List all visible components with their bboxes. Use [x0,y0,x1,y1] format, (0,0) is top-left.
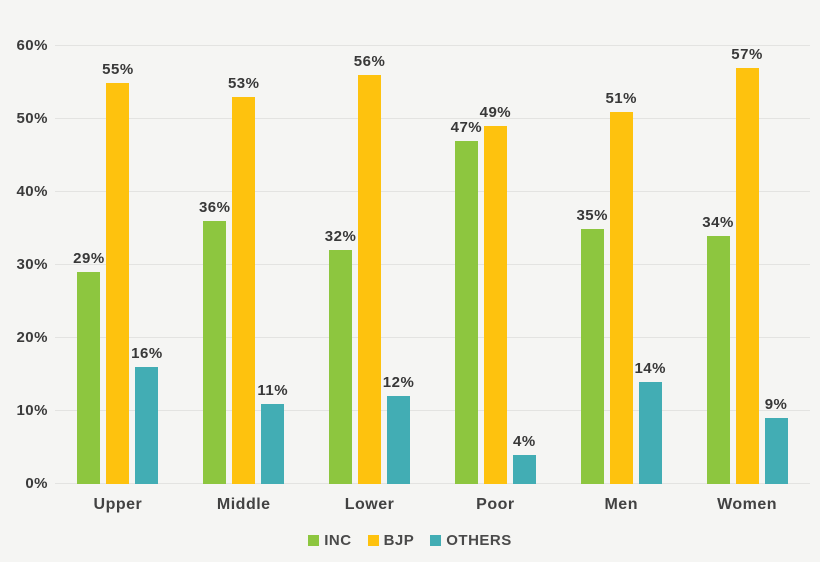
bar-others-poor [512,454,536,484]
legend-item-inc: INC [308,532,351,549]
bar-value-others-poor: 4% [513,432,536,450]
bar-value-others-upper: 16% [131,345,163,363]
gridline-20 [55,337,810,338]
bar-others-lower [387,396,411,484]
bar-slot-others-lower: 12% [383,46,414,484]
bar-inc-poor [454,140,478,484]
bar-value-inc-upper: 29% [73,250,105,268]
bar-slot-bjp-women: 57% [731,46,762,484]
bar-value-bjp-men: 51% [605,89,637,107]
bar-bjp-women [735,67,759,484]
bar-value-others-lower: 12% [382,374,415,392]
bar-bjp-men [609,111,633,484]
bar-slot-inc-women: 34% [702,46,733,484]
bar-value-inc-men: 35% [576,206,608,224]
x-label-lower: Lower [344,496,395,513]
bar-slot-bjp-men: 51% [605,46,636,484]
bar-group-women: 34% 57% 9% [684,46,810,484]
legend-item-bjp: BJP [367,531,415,549]
bar-group-men: 35% 51% 14% [558,46,684,484]
bar-slot-bjp-middle: 53% [228,46,259,484]
y-tick-60-: 60% [16,37,48,54]
gridline-30 [55,264,810,265]
bar-others-men [638,381,662,484]
bar-others-middle [261,403,285,484]
x-axis: Upper Middle Lower Poor Men Women [55,493,810,517]
bar-value-bjp-upper: 55% [102,60,134,78]
legend: INC BJP OTHERS [0,527,820,553]
bar-slot-inc-men: 35% [576,46,607,484]
bar-inc-men [580,228,604,484]
gridline-50 [55,118,810,119]
x-label-upper: Upper [93,496,143,513]
y-axis: 0% 10% 20% 30% 40% 50% 60% [0,0,48,562]
bar-bjp-upper [106,82,130,484]
bar-group-upper: 29% 55% 16% [55,46,181,484]
bar-bjp-middle [232,97,256,484]
bar-slot-inc-poor: 47% [451,46,482,484]
x-label-men: Men [604,496,638,513]
bar-value-bjp-middle: 53% [227,75,260,93]
bar-group-poor: 47% 49% 4% [432,46,558,484]
bar-slot-inc-upper: 29% [73,46,104,484]
bar-bjp-lower [358,75,382,484]
bar-value-inc-middle: 36% [198,199,231,217]
x-label-middle: Middle [216,496,271,513]
bar-slot-others-upper: 16% [131,46,162,484]
gridline-40 [55,191,810,192]
bar-others-women [764,418,788,484]
bar-slot-others-men: 14% [634,46,665,484]
bar-slot-bjp-poor: 49% [480,46,511,484]
gridline-0 [55,483,810,484]
bar-inc-upper [77,272,101,484]
legend-swatch-bjp [367,534,379,546]
bar-value-inc-poor: 47% [450,118,483,136]
y-tick-10-: 10% [16,402,48,419]
bar-slot-bjp-lower: 56% [354,46,385,484]
bar-slot-others-women: 9% [764,46,788,484]
y-tick-40-: 40% [16,183,48,200]
y-tick-30-: 30% [16,256,48,273]
bar-inc-lower [329,250,353,484]
legend-swatch-others [430,534,442,546]
bar-others-upper [135,367,159,484]
legend-label-bjp: BJP [383,531,415,549]
bar-value-inc-lower: 32% [324,228,357,246]
y-tick-0-: 0% [25,475,48,492]
bar-slot-inc-lower: 32% [325,46,356,484]
bar-value-others-women: 9% [764,396,788,414]
legend-item-others: OTHERS [430,532,512,549]
y-tick-20-: 20% [16,329,48,346]
plot-area: 29% 55% 16% 36% 53% 11% 32% 56% 12% 47% 49% 4% 35% 51… [55,45,810,484]
bar-value-others-men: 14% [634,359,666,377]
bar-groups: 29% 55% 16% 36% 53% 11% 32% 56% 12% 47% 49% 4% 35% 51… [55,46,810,484]
bar-slot-others-poor: 4% [512,46,536,484]
x-label-poor: Poor [476,496,515,513]
legend-label-inc: INC [324,531,352,549]
bar-slot-bjp-upper: 55% [102,46,133,484]
bar-value-bjp-women: 57% [731,45,763,63]
bar-inc-middle [203,221,227,484]
bar-value-others-middle: 11% [257,381,289,399]
bar-inc-women [706,235,730,484]
legend-swatch-inc [308,534,320,546]
bar-bjp-poor [483,126,507,484]
bar-group-middle: 36% 53% 11% [181,46,307,484]
gridline-60 [55,45,810,46]
gridline-10 [55,410,810,411]
bar-value-bjp-poor: 49% [479,104,512,122]
bar-slot-inc-middle: 36% [199,46,230,484]
y-tick-50-: 50% [16,110,48,127]
bar-value-bjp-lower: 56% [353,53,386,71]
bar-value-inc-women: 34% [702,213,734,231]
bar-group-lower: 32% 56% 12% [307,46,433,484]
bar-slot-others-middle: 11% [257,46,288,484]
x-label-women: Women [717,496,778,513]
legend-label-others: OTHERS [446,531,512,549]
